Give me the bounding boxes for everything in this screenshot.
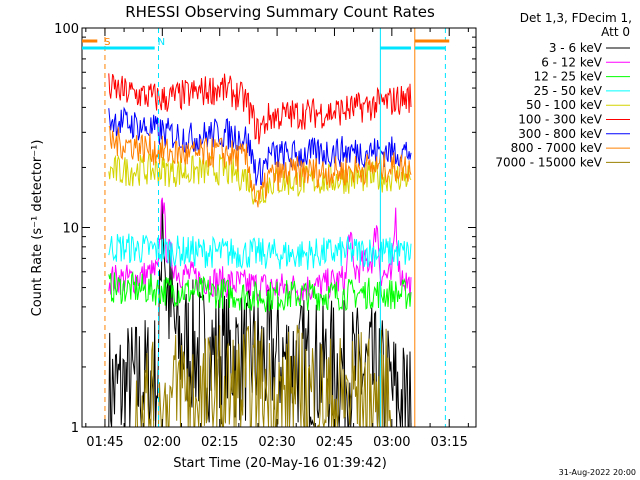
chart-title: RHESSI Observing Summary Count Rates: [125, 3, 435, 21]
x-tick-label: 02:45: [316, 435, 353, 450]
marker-label-n: N: [158, 37, 165, 48]
x-tick-label: 02:15: [201, 435, 238, 450]
x-axis-label: Start Time (20-May-16 01:39:42): [173, 456, 387, 471]
legend-label-7: 300 - 800 keV: [518, 127, 602, 141]
series-line-3: [108, 270, 412, 313]
x-tick-label: 01:45: [86, 435, 123, 450]
legend-header-line-2: Att 0: [601, 25, 630, 39]
legend-label-1: 3 - 6 keV: [549, 41, 603, 55]
series-line-7: [108, 106, 412, 186]
legend-label-4: 25 - 50 keV: [534, 84, 603, 98]
series-line-9: [135, 320, 392, 427]
x-tick-label: 03:15: [430, 435, 467, 450]
legend-label-6: 100 - 300 keV: [518, 113, 602, 127]
marker-label-s: S: [104, 37, 110, 48]
x-tick-label: 02:00: [144, 435, 181, 450]
legend-header-line-1: Det 1,3, FDecim 1,: [520, 11, 632, 25]
plot-area: [104, 28, 446, 427]
legend-label-9: 7000 - 15000 keV: [495, 155, 602, 169]
x-tick-label: 02:30: [258, 435, 295, 450]
legend-label-2: 6 - 12 keV: [541, 55, 603, 69]
series-line-4: [108, 233, 412, 270]
legend-label-8: 800 - 7000 keV: [511, 141, 603, 155]
legend-label-5: 50 - 100 keV: [526, 98, 603, 112]
x-tick-label: 03:00: [373, 435, 410, 450]
y-tick-label: 1: [71, 421, 79, 436]
axes: 1 10 100 01:45 02:00 02:15 02:30 02:45 03:00 03:1…: [54, 22, 476, 450]
legend-label-3: 12 - 25 keV: [534, 70, 603, 84]
y-axis-label: Count Rate (s⁻¹ detector⁻¹): [30, 140, 45, 317]
series-line-8: [108, 125, 412, 208]
y-tick-label: 10: [62, 222, 79, 237]
y-tick-label: 100: [54, 22, 79, 37]
series-line-6: [108, 73, 412, 145]
footer-date: 31-Aug-2022 20:00: [559, 468, 636, 477]
